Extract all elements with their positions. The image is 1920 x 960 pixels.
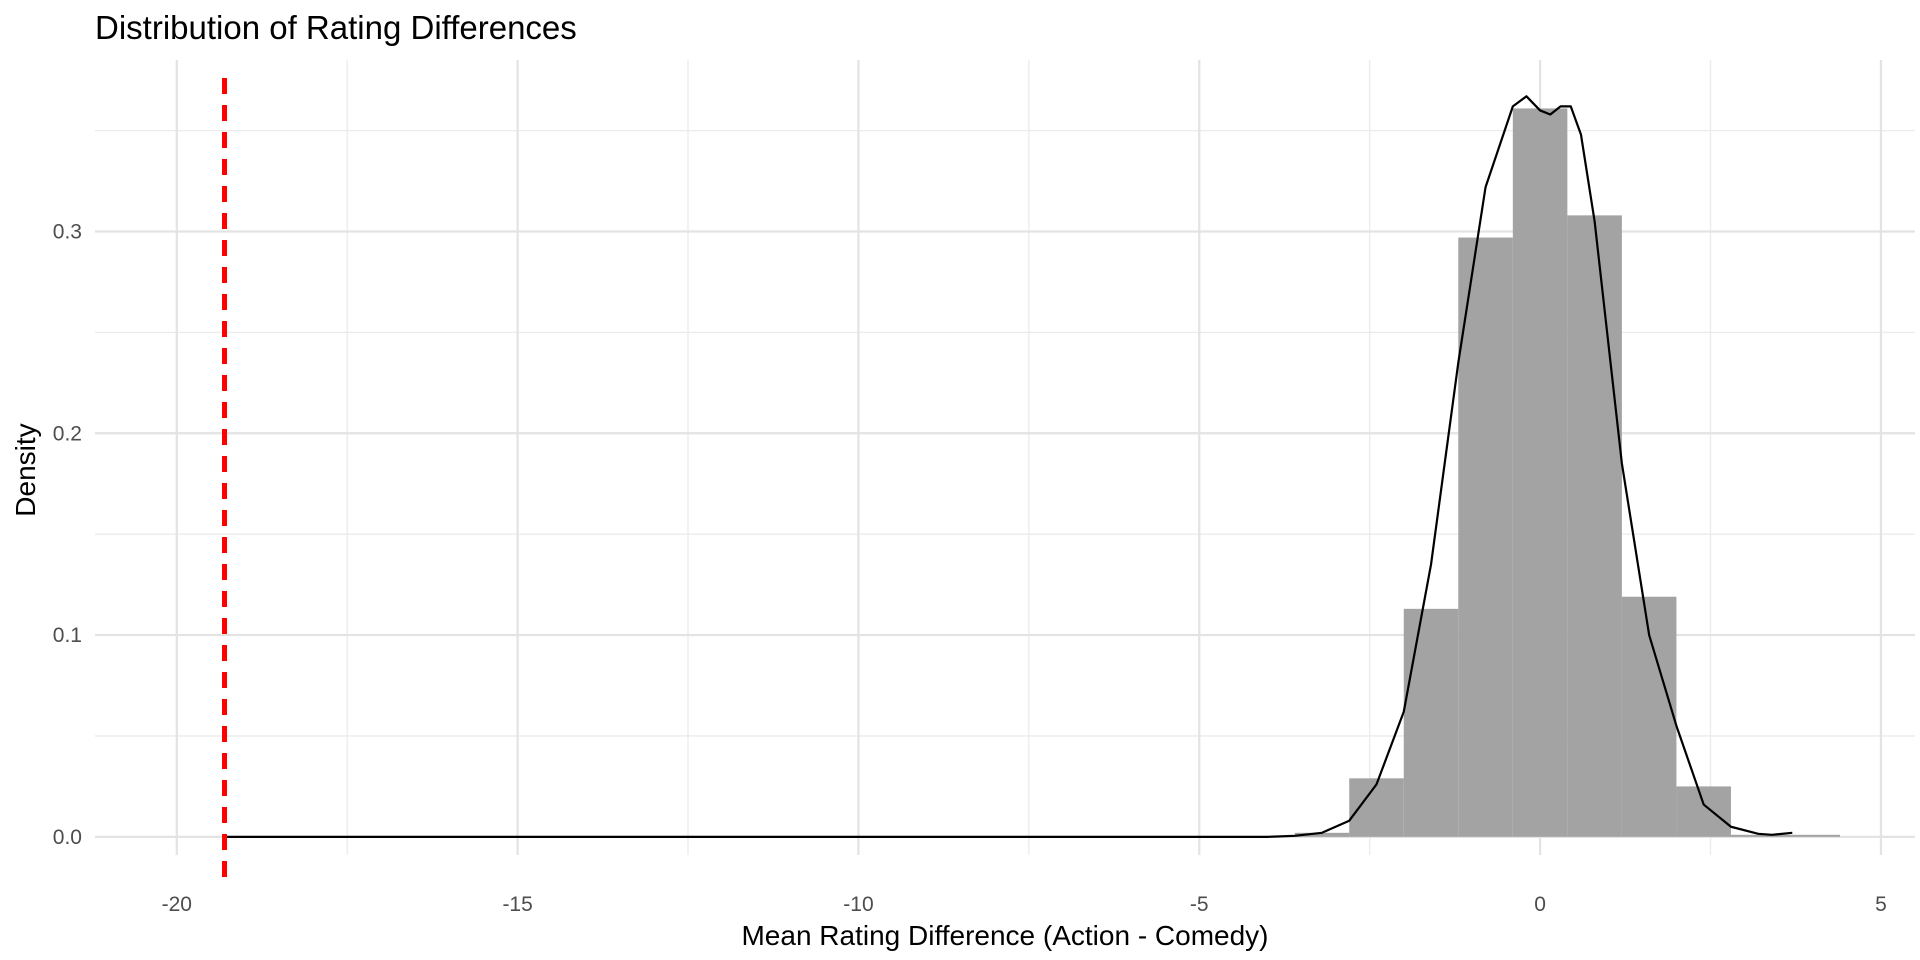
density-curve-layer: [224, 95, 1793, 838]
x-tick-label: -10: [843, 893, 873, 916]
histogram-bar: [1730, 834, 1786, 837]
histogram-bar: [1567, 215, 1622, 837]
histogram-bar: [1512, 108, 1568, 837]
y-tick-label: 0.3: [53, 221, 82, 244]
x-tick-label: -20: [162, 893, 192, 916]
histogram-bar: [1785, 834, 1841, 837]
histogram-bars: [1294, 108, 1841, 837]
histogram-bar: [1403, 608, 1459, 837]
x-tick-label: -15: [502, 893, 532, 916]
y-tick-label: 0.0: [53, 826, 82, 849]
y-tick-label: 0.1: [53, 624, 82, 647]
histogram-bar: [1676, 786, 1731, 837]
histogram-bar: [1294, 832, 1350, 837]
x-tick-label: 5: [1875, 893, 1887, 916]
histogram-bar: [1349, 778, 1404, 837]
x-tick-label: -5: [1190, 893, 1209, 916]
chart-title: Distribution of Rating Differences: [95, 9, 577, 46]
x-tick-label: 0: [1534, 893, 1546, 916]
density-curve: [224, 95, 1793, 838]
x-axis-ticks: -20 -15 -10 -5 0 5: [162, 893, 1887, 916]
x-axis-title: Mean Rating Difference (Action - Comedy): [741, 920, 1268, 951]
y-tick-label: 0.2: [53, 422, 82, 445]
histogram-bar: [1458, 237, 1513, 837]
y-axis-title: Density: [10, 423, 41, 516]
y-axis-ticks: 0.0 0.1 0.2 0.3: [53, 221, 82, 849]
